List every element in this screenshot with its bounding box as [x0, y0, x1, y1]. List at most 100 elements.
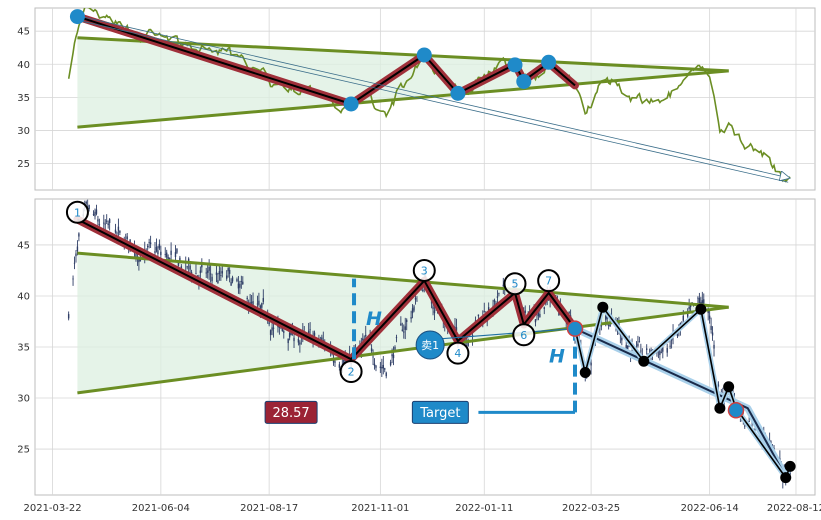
candle-body	[403, 331, 405, 333]
candle-body	[119, 230, 121, 233]
candle-body	[375, 365, 377, 368]
candle-body	[703, 299, 705, 304]
vertex-marker-7	[537, 269, 561, 293]
candle-body	[607, 324, 610, 326]
candle-body	[406, 319, 408, 323]
candle-body	[189, 265, 191, 270]
candle-body	[493, 299, 496, 302]
top-trend-arrow	[77, 15, 789, 178]
candle-body	[384, 368, 386, 370]
candle-body	[498, 292, 500, 294]
candle-body	[744, 425, 746, 427]
candle-body	[382, 365, 384, 369]
black-pivot-dot	[638, 355, 650, 367]
candle-body	[391, 354, 393, 357]
candle-body	[138, 257, 140, 263]
top-pivot-dot	[516, 73, 532, 89]
candle-body	[313, 332, 316, 336]
candle-body	[95, 209, 98, 214]
candle-body	[662, 347, 664, 352]
candle-body	[698, 298, 701, 303]
x-tick-label: 2021-03-22	[23, 503, 81, 514]
candle-body	[621, 337, 623, 341]
candle-body	[258, 300, 260, 305]
top-panel-plot	[67, 8, 790, 183]
candle-body	[669, 345, 671, 347]
vertex-marker-3	[412, 258, 436, 282]
black-pivot-dot	[723, 381, 735, 393]
candle-body	[220, 275, 222, 276]
bottom-upper-trend-line	[77, 251, 729, 309]
projection-core	[574, 327, 787, 478]
candle-body	[625, 344, 627, 350]
candle-body	[107, 223, 109, 226]
black-pivot-dot	[597, 301, 609, 313]
candle-body	[227, 268, 229, 272]
candle-body	[660, 352, 663, 354]
candle-body	[686, 313, 689, 317]
candle-body	[252, 300, 254, 306]
candle-body	[401, 329, 404, 331]
candle-body	[250, 302, 253, 304]
candle-body	[711, 332, 714, 336]
candle-body	[539, 313, 541, 317]
candle-body	[713, 344, 715, 349]
candle-body	[281, 327, 284, 332]
candle-body	[160, 251, 162, 256]
candle-body	[114, 229, 117, 233]
candle-body	[135, 253, 137, 257]
top-pivot-dot	[450, 85, 466, 101]
blue-pivot-dot	[566, 320, 584, 337]
candle-body	[155, 246, 158, 251]
candle-body	[129, 239, 131, 244]
candle-body	[272, 327, 275, 329]
sell-marker-label: 卖1	[421, 339, 439, 352]
candle-body	[242, 281, 244, 285]
candle-body	[170, 250, 172, 255]
vertex-marker-6	[512, 323, 536, 347]
candle-body	[180, 266, 183, 269]
candle-body	[246, 297, 248, 300]
target-box	[411, 400, 469, 424]
candle-body	[395, 337, 398, 339]
top-pivot-dot	[343, 96, 359, 112]
candle-body	[299, 342, 301, 345]
candle-body	[334, 361, 336, 363]
black-pivot-dot	[695, 303, 707, 315]
candle-body	[568, 312, 570, 314]
vertex-label-4: 4	[454, 347, 461, 360]
vertex-marker-2	[339, 359, 363, 383]
candle-body	[676, 333, 679, 337]
candle-body	[496, 296, 499, 298]
bottom-panel-y-tick-label: 40	[17, 291, 30, 302]
candle-body	[226, 275, 228, 279]
candle-body	[701, 300, 704, 304]
candle-body	[404, 326, 406, 330]
candle-body	[88, 205, 90, 210]
top-triangle-fill	[77, 37, 729, 128]
candle-body	[700, 302, 702, 304]
top-pivot-dot	[541, 54, 557, 70]
target-box-label: Target	[419, 406, 460, 421]
candle-body	[290, 331, 292, 336]
candle-body	[139, 259, 142, 262]
candle-body	[343, 360, 345, 364]
x-tick-label: 2022-03-25	[562, 503, 620, 514]
candle-body	[524, 310, 526, 313]
candle-body	[287, 338, 289, 344]
candle-body	[103, 222, 105, 224]
height-label-2: H	[549, 345, 565, 367]
candle-body	[385, 372, 387, 377]
candle-body	[221, 271, 224, 274]
candle-body	[271, 327, 273, 331]
candle-body	[261, 303, 263, 308]
top-panel-y-tick-label: 40	[17, 60, 30, 71]
x-tick-label: 2022-01-11	[455, 503, 513, 514]
vertex-marker-5	[503, 272, 527, 296]
candle-body	[199, 270, 202, 274]
candle-body	[256, 303, 259, 305]
top-pivot-dot	[416, 47, 432, 63]
candle-body	[240, 281, 243, 282]
candle-body	[502, 284, 504, 287]
candle-body	[236, 279, 238, 282]
